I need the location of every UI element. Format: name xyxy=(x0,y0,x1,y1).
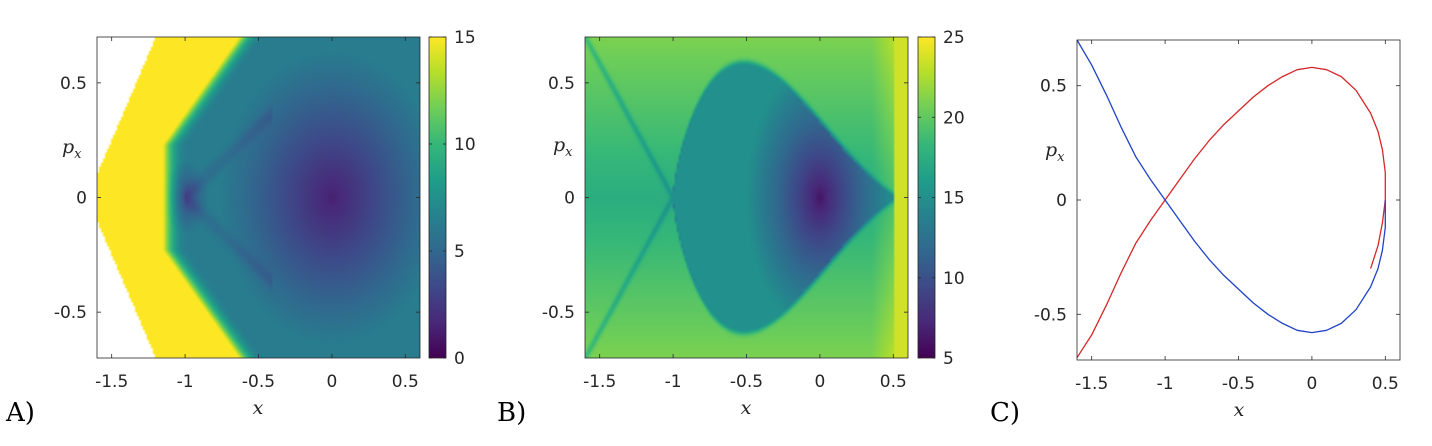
y-tick-label: -0.5 xyxy=(1034,305,1067,325)
plot-background xyxy=(1077,40,1400,360)
panel-a-y-label-main: p xyxy=(62,136,74,158)
y-tick-label: -0.5 xyxy=(54,303,87,323)
panel-a-x-axis-label: x xyxy=(253,397,264,419)
colorbar-bar xyxy=(428,36,447,359)
x-tick-label: -1 xyxy=(1157,374,1174,394)
panel-c-y-label-main: p xyxy=(1045,139,1057,161)
panel-c-axes: -1.5 -1 -0.5 0 0.5 0.5 0 -0.5 xyxy=(1034,39,1401,394)
y-tick-label: 0.5 xyxy=(1040,77,1067,97)
panel-a-colorbar: 0 5 10 15 xyxy=(428,28,476,369)
x-tick-label: 0.5 xyxy=(880,372,907,392)
colorbar-tick-label: 0 xyxy=(454,349,465,369)
panel-b-x-axis-label: x xyxy=(741,397,752,419)
panel-c-label: C) xyxy=(990,398,1020,428)
x-tick-label: -0.5 xyxy=(1222,374,1255,394)
panel-a-y-label-sub: x xyxy=(74,147,82,162)
x-tick-label: -1.5 xyxy=(583,372,616,392)
panel-c-y-axis-label: px xyxy=(1045,139,1065,165)
colorbar-tick-label: 10 xyxy=(454,135,476,155)
heatmap-image xyxy=(97,37,420,358)
x-tick-label: 0 xyxy=(1306,374,1317,394)
panel-c-x-axis-label: x xyxy=(1234,399,1245,421)
panel-a-y-axis-label: px xyxy=(62,136,82,162)
y-tick-label: -0.5 xyxy=(542,303,575,323)
panel-b-y-label-main: p xyxy=(553,134,565,156)
panel-a-axes: -1.5 -1 -0.5 0 0.5 0.5 0 -0.5 xyxy=(54,36,421,392)
panel-b-y-label-sub: x xyxy=(565,145,573,160)
y-tick-label: 0 xyxy=(564,189,575,209)
series-line-1 xyxy=(1076,39,1386,334)
series-line-0 xyxy=(1076,66,1386,359)
panel-c-plot-area xyxy=(1076,39,1400,360)
colorbar-tick-label: 25 xyxy=(943,28,965,48)
x-tick-label: -0.5 xyxy=(242,372,275,392)
y-tick-label: 0 xyxy=(76,189,87,209)
x-tick-label: 0.5 xyxy=(1372,374,1399,394)
x-tick-label: -1 xyxy=(177,372,194,392)
panel-c-y-label-sub: x xyxy=(1057,150,1065,165)
x-tick-label: -1 xyxy=(665,372,682,392)
x-tick-label: -1.5 xyxy=(1075,374,1108,394)
panel-a-plot-area xyxy=(97,37,420,358)
colorbar-tick-label: 15 xyxy=(454,28,476,48)
colorbar-tick-label: 20 xyxy=(943,108,965,128)
colorbar-tick-label: 5 xyxy=(943,349,954,369)
y-tick-label: 0 xyxy=(1056,191,1067,211)
heatmap-image xyxy=(585,37,908,358)
x-tick-label: 0 xyxy=(326,372,337,392)
y-tick-label: 0.5 xyxy=(60,74,87,94)
panel-b-colorbar: 5 10 15 20 25 xyxy=(917,28,965,369)
colorbar-tick-label: 5 xyxy=(454,242,465,262)
panel-b-plot-area xyxy=(585,37,908,358)
colorbar-tick-label: 10 xyxy=(943,269,965,289)
y-tick-label: 0.5 xyxy=(548,74,575,94)
x-tick-label: 0.5 xyxy=(392,372,419,392)
x-tick-label: -0.5 xyxy=(730,372,763,392)
colorbar-tick-label: 15 xyxy=(943,189,965,209)
x-tick-label: -1.5 xyxy=(95,372,128,392)
panel-b-y-axis-label: px xyxy=(553,134,573,160)
panel-b-label: B) xyxy=(497,398,526,428)
panel-b-axes: -1.5 -1 -0.5 0 0.5 0.5 0 -0.5 xyxy=(542,36,909,392)
x-tick-label: 0 xyxy=(814,372,825,392)
panel-a-label: A) xyxy=(5,398,35,428)
panel-c-line-plot: -1.5 -1 -0.5 0 0.50.50-0.5 x px C) xyxy=(990,39,1401,428)
